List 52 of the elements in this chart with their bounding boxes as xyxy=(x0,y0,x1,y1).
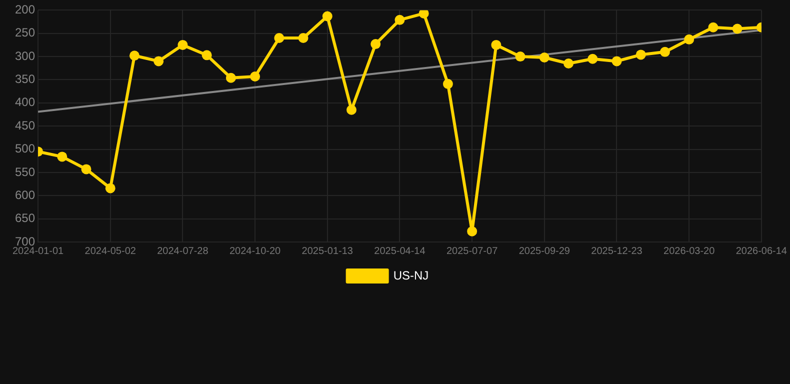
legend-label: US-NJ xyxy=(393,268,429,282)
point xyxy=(57,152,68,162)
x-tick-label: 2024-01-01 xyxy=(12,246,64,257)
point xyxy=(467,226,478,236)
point xyxy=(418,10,429,18)
point xyxy=(732,24,742,34)
point xyxy=(202,50,212,60)
y-tick-label: 550 xyxy=(14,164,36,179)
point xyxy=(515,52,526,62)
y-tick-label: 400 xyxy=(14,95,36,110)
point xyxy=(564,58,574,69)
x-tick-label: 2025-12-23 xyxy=(591,246,643,257)
y-tick-label: 600 xyxy=(14,188,36,202)
x-tick-label: 2024-07-28 xyxy=(157,246,209,257)
y-tick-label: 300 xyxy=(14,48,36,63)
x-tick-label: 2025-01-13 xyxy=(302,246,354,257)
y-tick-label: 350 xyxy=(14,72,36,86)
point xyxy=(105,183,116,194)
x-tick-label: 2024-10-20 xyxy=(229,246,282,257)
x-tick-label: 2026-06-14 xyxy=(736,246,788,257)
x-tick-label: 2025-04-14 xyxy=(374,246,426,257)
point xyxy=(708,22,718,32)
point xyxy=(394,14,405,25)
point xyxy=(612,56,622,66)
point xyxy=(178,40,188,50)
point xyxy=(274,33,284,44)
point xyxy=(370,39,381,50)
point xyxy=(491,40,502,50)
x-tick-label: 2026-03-20 xyxy=(664,246,716,257)
point xyxy=(588,54,598,64)
point xyxy=(298,33,308,44)
point xyxy=(442,78,453,89)
point xyxy=(684,34,694,44)
point xyxy=(154,56,164,66)
point xyxy=(660,46,670,57)
y-tick-label: 450 xyxy=(14,118,36,132)
point xyxy=(539,52,550,62)
point xyxy=(250,71,260,82)
point xyxy=(81,164,92,174)
point xyxy=(129,50,140,61)
point xyxy=(322,11,332,22)
y-tick-label: 500 xyxy=(14,142,36,156)
x-tick-label: 2025-07-07 xyxy=(446,246,498,257)
y-tick-label: 250 xyxy=(14,26,36,40)
point xyxy=(226,72,236,83)
y-tick-label: 700 xyxy=(14,234,36,248)
point xyxy=(636,50,646,60)
point xyxy=(346,104,356,115)
x-tick-label: 2024-05-02 xyxy=(84,246,136,257)
y-tick-label: 650 xyxy=(14,211,36,226)
x-tick-label: 2025-09-29 xyxy=(518,246,570,257)
y-tick-label: 200 xyxy=(14,2,36,17)
